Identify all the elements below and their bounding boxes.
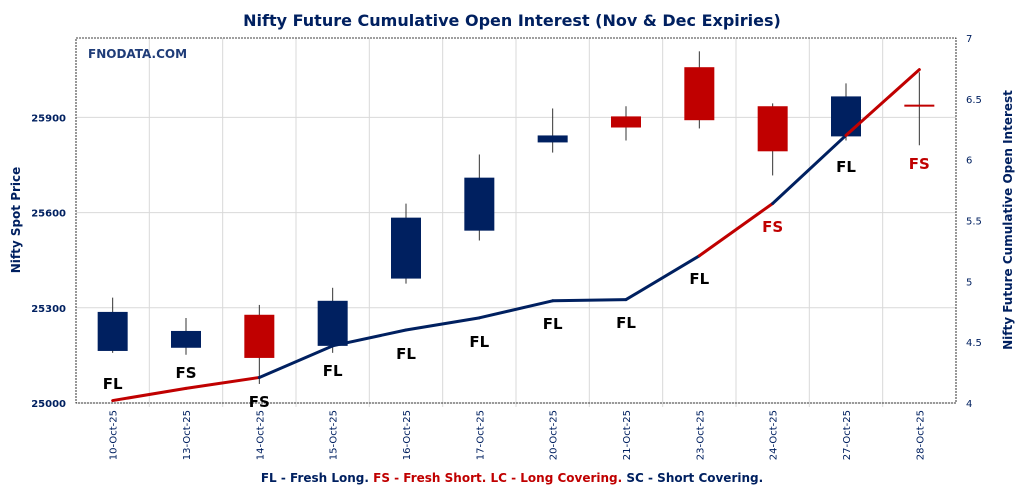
candle-body — [757, 106, 788, 152]
x-tick-label: 10-Oct-25 — [109, 410, 120, 460]
right-tick-label: 4 — [966, 399, 972, 410]
activity-label: FS — [249, 393, 270, 411]
activity-label: FS — [175, 364, 196, 382]
legend-part: FL - Fresh Long. — [261, 471, 373, 485]
candle-body — [317, 300, 348, 346]
x-tick-label: 28-Oct-25 — [915, 410, 926, 460]
x-tick-label: 15-Oct-25 — [329, 410, 340, 460]
activity-label: FL — [103, 375, 123, 393]
activity-label: FS — [762, 218, 783, 236]
left-tick-label: 25000 — [31, 399, 66, 410]
candle-body — [97, 311, 128, 351]
x-tick-label: 20-Oct-25 — [549, 410, 560, 460]
candle-body — [537, 135, 568, 143]
activity-label: FL — [689, 270, 709, 288]
right-tick-label: 4.5 — [966, 338, 982, 349]
plot-border — [75, 37, 957, 404]
x-tick-label: 16-Oct-25 — [402, 410, 413, 460]
oi-segment — [771, 133, 848, 205]
left-axis-title: Nifty Spot Price — [9, 167, 23, 274]
right-tick-label: 7 — [966, 34, 972, 45]
oi-segment — [331, 328, 408, 348]
candle-body — [171, 330, 201, 348]
left-tick-label: 25600 — [31, 209, 66, 220]
activity-label: FL — [469, 333, 489, 351]
x-tick-label: 27-Oct-25 — [842, 410, 853, 460]
candle-body — [611, 116, 641, 128]
legend-part: SC - Short Covering. — [626, 471, 763, 485]
right-tick-label: 5 — [966, 277, 972, 288]
x-tick-label: 23-Oct-25 — [695, 410, 706, 460]
candle-body — [391, 217, 421, 279]
oi-segment — [257, 344, 335, 379]
activity-labels: FL FS FS FL FL FL FL FL FL FS FL FS — [103, 155, 930, 411]
left-tick-label: 25900 — [31, 113, 66, 124]
chart-title: Nifty Future Cumulative Open Interest (N… — [243, 11, 781, 30]
candles — [97, 51, 935, 384]
oi-segment — [477, 299, 555, 320]
watermark: FNODATA.COM — [88, 47, 187, 61]
left-tick-label: 25300 — [31, 304, 66, 315]
oi-segment — [697, 201, 775, 258]
candle-body — [464, 177, 495, 231]
activity-label: FL — [616, 314, 636, 332]
candle-body — [684, 67, 715, 121]
x-tick-label: 14-Oct-25 — [255, 410, 266, 460]
oi-segment — [111, 386, 188, 403]
oi-segment — [551, 298, 628, 303]
legend-part: FS - Fresh Short. — [373, 471, 490, 485]
x-tick-label: 13-Oct-25 — [182, 410, 193, 460]
oi-segment — [624, 254, 701, 302]
activity-label: FL — [396, 345, 416, 363]
x-axis-ticks: 10-Oct-25 13-Oct-25 14-Oct-25 15-Oct-25 16-O… — [109, 410, 927, 460]
activity-label: FS — [909, 155, 930, 173]
right-axis-ticks: 4 4.5 5 5.5 6 6.5 7 — [966, 34, 982, 410]
legend-footer: FL - Fresh Long. FS - Fresh Short. LC - … — [261, 471, 763, 485]
oi-line — [111, 68, 921, 403]
candle-body — [831, 96, 861, 137]
x-tick-label: 17-Oct-25 — [475, 410, 486, 460]
oi-segment — [844, 68, 921, 137]
right-tick-label: 6.5 — [966, 95, 982, 106]
oi-segment — [404, 316, 481, 332]
left-axis-ticks: 25000 25300 25600 25900 — [31, 113, 66, 410]
activity-label: FL — [323, 362, 343, 380]
x-tick-label: 24-Oct-25 — [769, 410, 780, 460]
right-tick-label: 6 — [966, 156, 972, 167]
activity-label: FL — [543, 315, 563, 333]
candle-body — [244, 314, 275, 358]
candle-body — [904, 104, 935, 107]
grid — [76, 38, 956, 407]
x-tick-label: 21-Oct-25 — [622, 410, 633, 460]
right-tick-label: 5.5 — [966, 217, 982, 228]
right-axis-title: Nifty Future Cumulative Open Interest — [1001, 90, 1015, 350]
activity-label: FL — [836, 158, 856, 176]
legend-part: LC - Long Covering. — [490, 471, 626, 485]
oi-segment — [184, 375, 261, 390]
